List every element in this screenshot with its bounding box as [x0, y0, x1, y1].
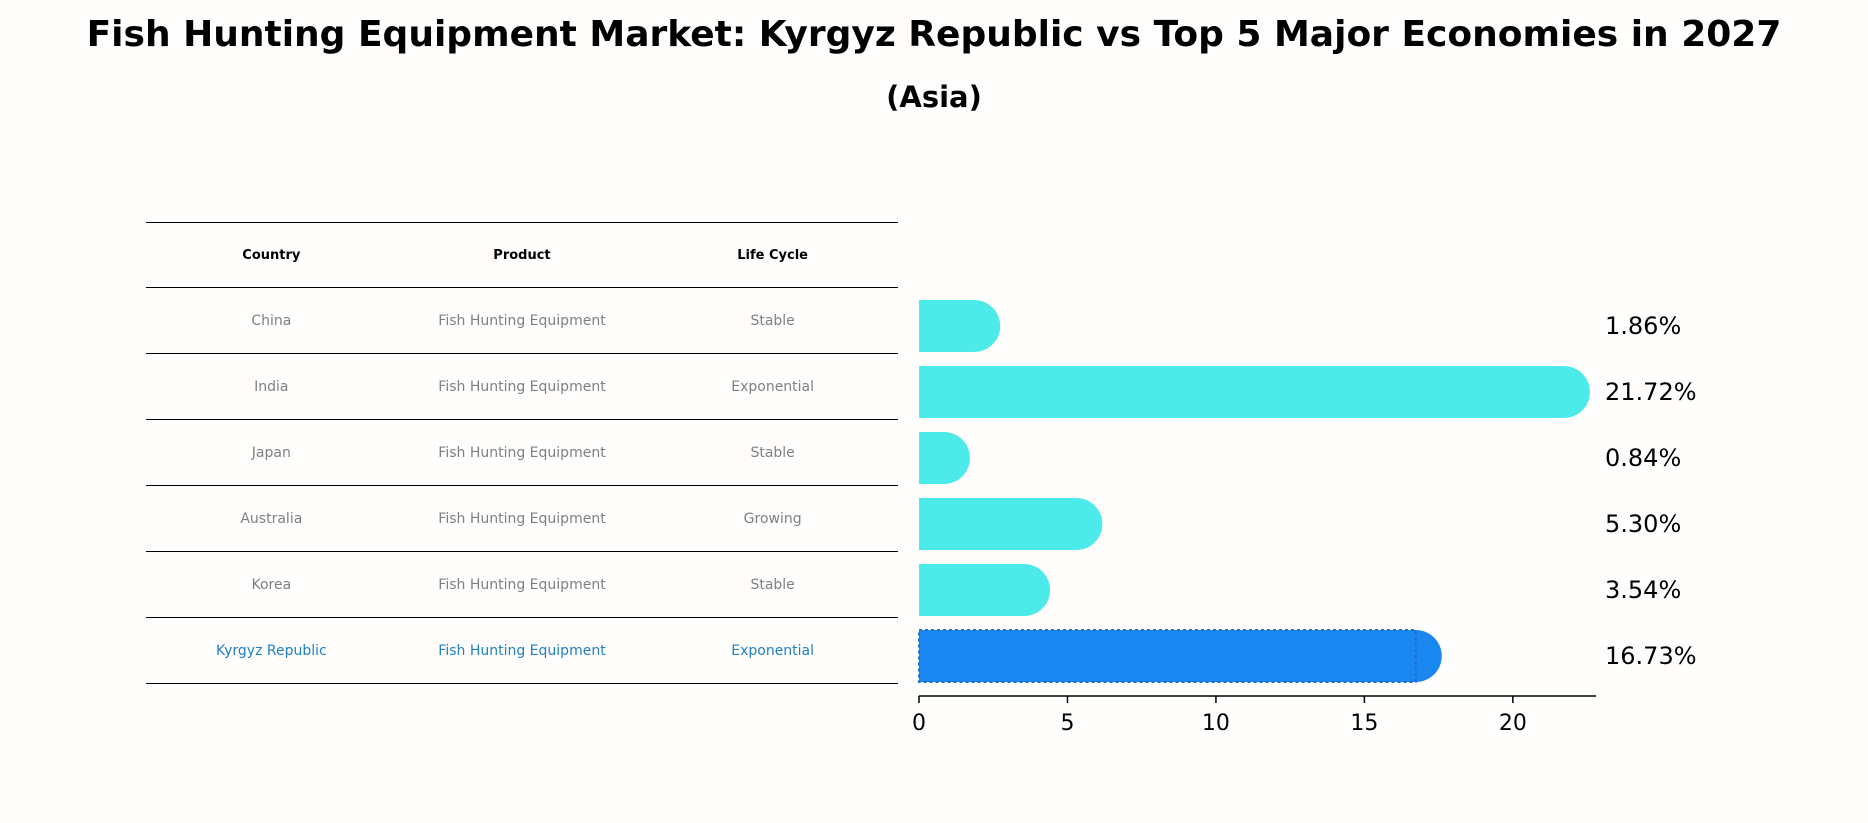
cell-product: Fish Hunting Equipment	[438, 576, 606, 593]
cell-life-cycle: Growing	[743, 510, 802, 527]
bar-australia	[919, 498, 1103, 550]
x-tick-label: 5	[1060, 711, 1074, 736]
value-label: 1.86%	[1605, 312, 1681, 340]
x-tick-label: 0	[912, 711, 926, 736]
table-body: China Fish Hunting Equipment Stable India Fi…	[146, 288, 898, 684]
table-row: Korea Fish Hunting Equipment Stable	[146, 552, 898, 618]
value-label: 16.73%	[1605, 642, 1697, 670]
cell-product: Fish Hunting Equipment	[438, 378, 606, 395]
bar-highlight-outline	[918, 629, 1417, 683]
value-label: 5.30%	[1605, 510, 1681, 538]
cell-product: Fish Hunting Equipment	[438, 444, 606, 461]
table-row: China Fish Hunting Equipment Stable	[146, 288, 898, 354]
chart-subtitle: (Asia)	[886, 80, 982, 114]
cell-product: Fish Hunting Equipment	[438, 642, 606, 659]
table-row: Kyrgyz Republic Fish Hunting Equipment Exp…	[146, 618, 898, 684]
bar-india	[919, 366, 1590, 418]
value-label: 21.72%	[1605, 378, 1697, 406]
table-row: Australia Fish Hunting Equipment Growing	[146, 486, 898, 552]
cell-country: Australia	[240, 510, 303, 527]
header-product: Product	[493, 247, 551, 263]
cell-life-cycle: Exponential	[731, 642, 815, 659]
x-tick-label: 20	[1499, 711, 1527, 736]
cell-country: China	[251, 312, 292, 329]
cell-life-cycle: Stable	[750, 576, 795, 593]
bar-kyrgyz-republic	[919, 630, 1442, 682]
bar-china	[919, 300, 1001, 352]
x-tick-label: 15	[1350, 711, 1378, 736]
cell-country: Japan	[251, 444, 291, 461]
cell-product: Fish Hunting Equipment	[438, 510, 606, 527]
header-life-cycle: Life Cycle	[737, 247, 808, 263]
cell-product: Fish Hunting Equipment	[438, 312, 606, 329]
cell-country: Kyrgyz Republic	[215, 642, 327, 659]
value-label: 0.84%	[1605, 444, 1681, 472]
x-tick-label: 10	[1202, 711, 1230, 736]
table-row: Japan Fish Hunting Equipment Stable	[146, 420, 898, 486]
cell-life-cycle: Stable	[750, 444, 795, 461]
table-row: India Fish Hunting Equipment Exponential	[146, 354, 898, 420]
value-label: 3.54%	[1605, 576, 1681, 604]
bar-korea	[919, 564, 1051, 616]
cell-life-cycle: Exponential	[731, 378, 815, 395]
cell-country: India	[254, 378, 289, 395]
bar-japan	[919, 432, 970, 484]
table-header-row: Country Product Life Cycle	[146, 222, 898, 288]
cell-life-cycle: Stable	[750, 312, 795, 329]
data-table: Country Product Life Cycle China Fish Hun…	[146, 222, 898, 684]
header-country: Country	[242, 247, 301, 263]
cell-country: Korea	[251, 576, 292, 593]
chart-title: Fish Hunting Equipment Market: Kyrgyz Re…	[86, 14, 1782, 55]
